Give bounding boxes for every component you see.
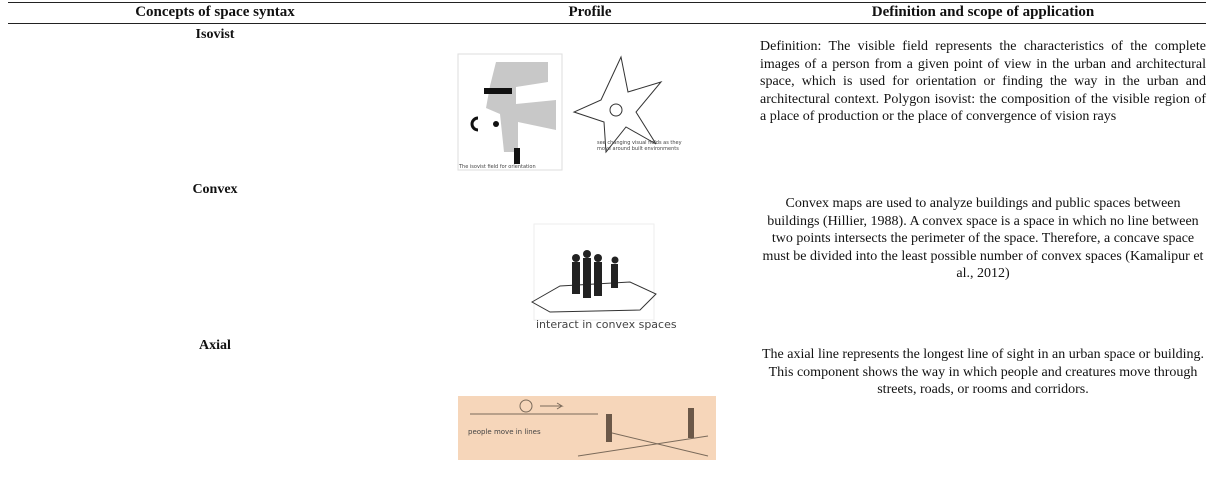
definition: The axial line represents the longest li… <box>761 347 1205 397</box>
definition: Definition: The visible field represents… <box>760 39 1206 124</box>
image-label: interact in convex spaces <box>536 318 677 331</box>
rule <box>8 2 1206 3</box>
concept: Convex <box>192 182 238 197</box>
image-label: The isovist field for orientation <box>459 164 536 170</box>
header-cell: Definition and scope of application <box>871 4 1095 20</box>
header-cell: Concepts of space syntax <box>135 4 295 20</box>
axial-image <box>458 396 716 460</box>
image-label: see changing visual fields as they move … <box>597 140 682 152</box>
rule <box>8 23 1206 24</box>
concept: Isovist <box>195 27 235 42</box>
definition: Convex maps are used to analyze building… <box>762 196 1204 281</box>
convex-image <box>530 223 657 321</box>
concept: Axial <box>199 338 231 353</box>
header-cell: Profile <box>568 4 612 20</box>
isovist-image <box>457 53 663 171</box>
image-label: people move in lines <box>468 428 541 436</box>
